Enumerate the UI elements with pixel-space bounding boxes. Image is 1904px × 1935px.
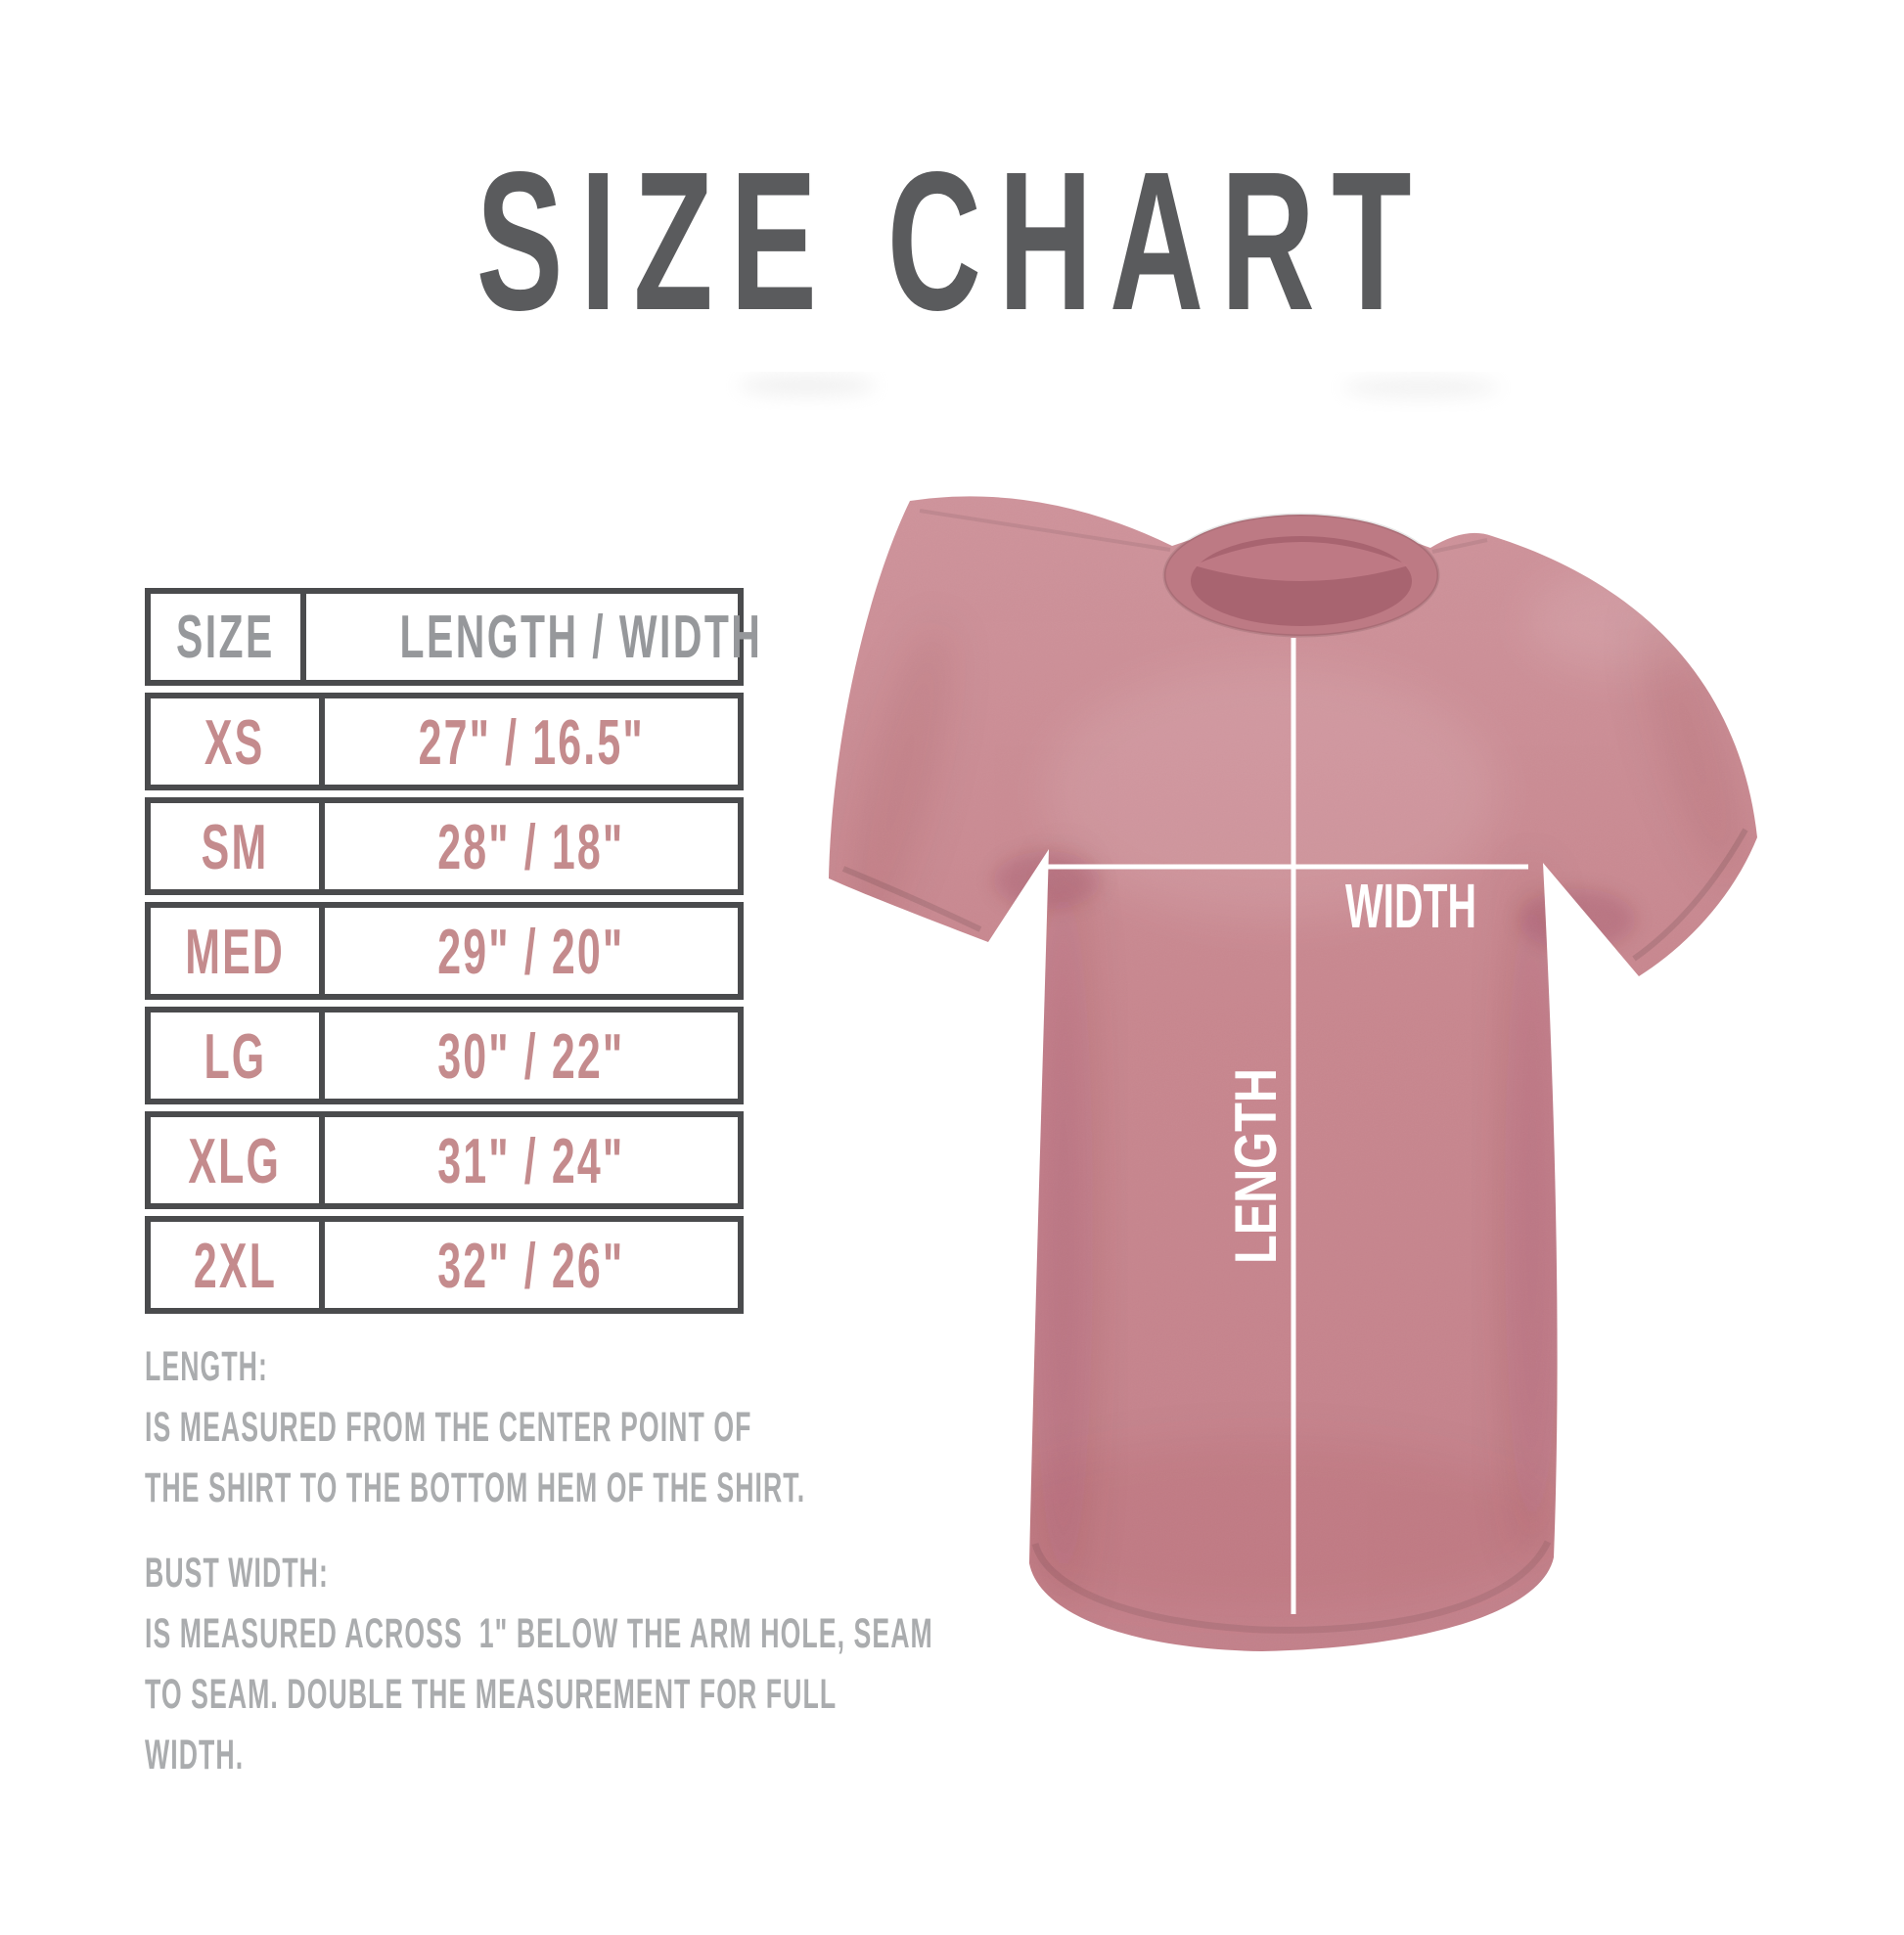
measurement-value: 29" / 20" — [437, 915, 625, 987]
page-title-text: SIZE CHART — [476, 130, 1428, 351]
size-column-header: SIZE — [175, 603, 275, 671]
tshirt-diagram: WIDTH LENGTH — [739, 375, 1757, 1651]
length-note-body: IS MEASURED FROM THE CENTER POINT OF THE… — [145, 1404, 806, 1511]
collar — [1162, 513, 1440, 638]
length-note: LENGTH: IS MEASURED FROM THE CENTER POIN… — [145, 1336, 933, 1518]
measurement-value: 30" / 22" — [437, 1019, 625, 1092]
table-row-2xl: 2XL 32" / 26" — [145, 1216, 744, 1314]
size-label: XS — [204, 705, 265, 778]
measurement-value: 28" / 18" — [437, 810, 625, 882]
background-smudges — [739, 375, 1499, 398]
table-row-xlg: XLG 31" / 24" — [145, 1111, 744, 1209]
size-cell: LG — [151, 1012, 325, 1099]
size-cell: XLG — [151, 1117, 325, 1203]
measurement-notes: LENGTH: IS MEASURED FROM THE CENTER POIN… — [145, 1336, 1417, 1785]
table-row-med: MED 29" / 20" — [145, 902, 744, 1000]
size-table-header-row: SIZE LENGTH / WIDTH — [145, 588, 760, 686]
measurement-column-header-cell: LENGTH / WIDTH — [306, 594, 856, 680]
bust-width-note-heading: BUST WIDTH: — [145, 1550, 329, 1597]
measurement-column-header: LENGTH / WIDTH — [399, 603, 762, 671]
measurement-value: 27" / 16.5" — [418, 705, 645, 778]
length-note-heading: LENGTH: — [145, 1343, 268, 1390]
measurement-cell: 28" / 18" — [325, 803, 738, 889]
measurement-cell: 29" / 20" — [325, 908, 738, 994]
size-label: SM — [201, 810, 269, 882]
size-cell: MED — [151, 908, 325, 994]
table-row-lg: LG 30" / 22" — [145, 1007, 744, 1104]
bust-width-note-body: IS MEASURED ACROSS 1" BELOW THE ARM HOLE… — [145, 1610, 933, 1778]
size-cell: XS — [151, 698, 325, 785]
page-title: SIZE CHART — [0, 137, 1904, 344]
bust-width-note: BUST WIDTH: IS MEASURED ACROSS 1" BELOW … — [145, 1543, 933, 1785]
size-label: XLG — [188, 1124, 282, 1196]
size-cell: SM — [151, 803, 325, 889]
width-label: WIDTH — [1345, 871, 1476, 941]
measurement-cell: 27" / 16.5" — [325, 698, 738, 785]
measurement-cell: 31" / 24" — [325, 1117, 738, 1203]
measurement-value: 32" / 26" — [437, 1229, 625, 1301]
size-label: 2XL — [193, 1229, 277, 1301]
size-label: LG — [204, 1019, 266, 1092]
size-column-header-cell: SIZE — [151, 594, 306, 680]
measurement-value: 31" / 24" — [437, 1124, 625, 1196]
measurement-cell: 32" / 26" — [325, 1222, 738, 1308]
size-table: SIZE LENGTH / WIDTH XS 27" / 16.5" SM 28… — [145, 588, 760, 1321]
measurement-cell: 30" / 22" — [325, 1012, 738, 1099]
size-label: MED — [185, 915, 285, 987]
length-label: LENGTH — [1223, 1068, 1289, 1264]
table-row-xs: XS 27" / 16.5" — [145, 693, 744, 790]
table-row-sm: SM 28" / 18" — [145, 797, 744, 895]
size-cell: 2XL — [151, 1222, 325, 1308]
